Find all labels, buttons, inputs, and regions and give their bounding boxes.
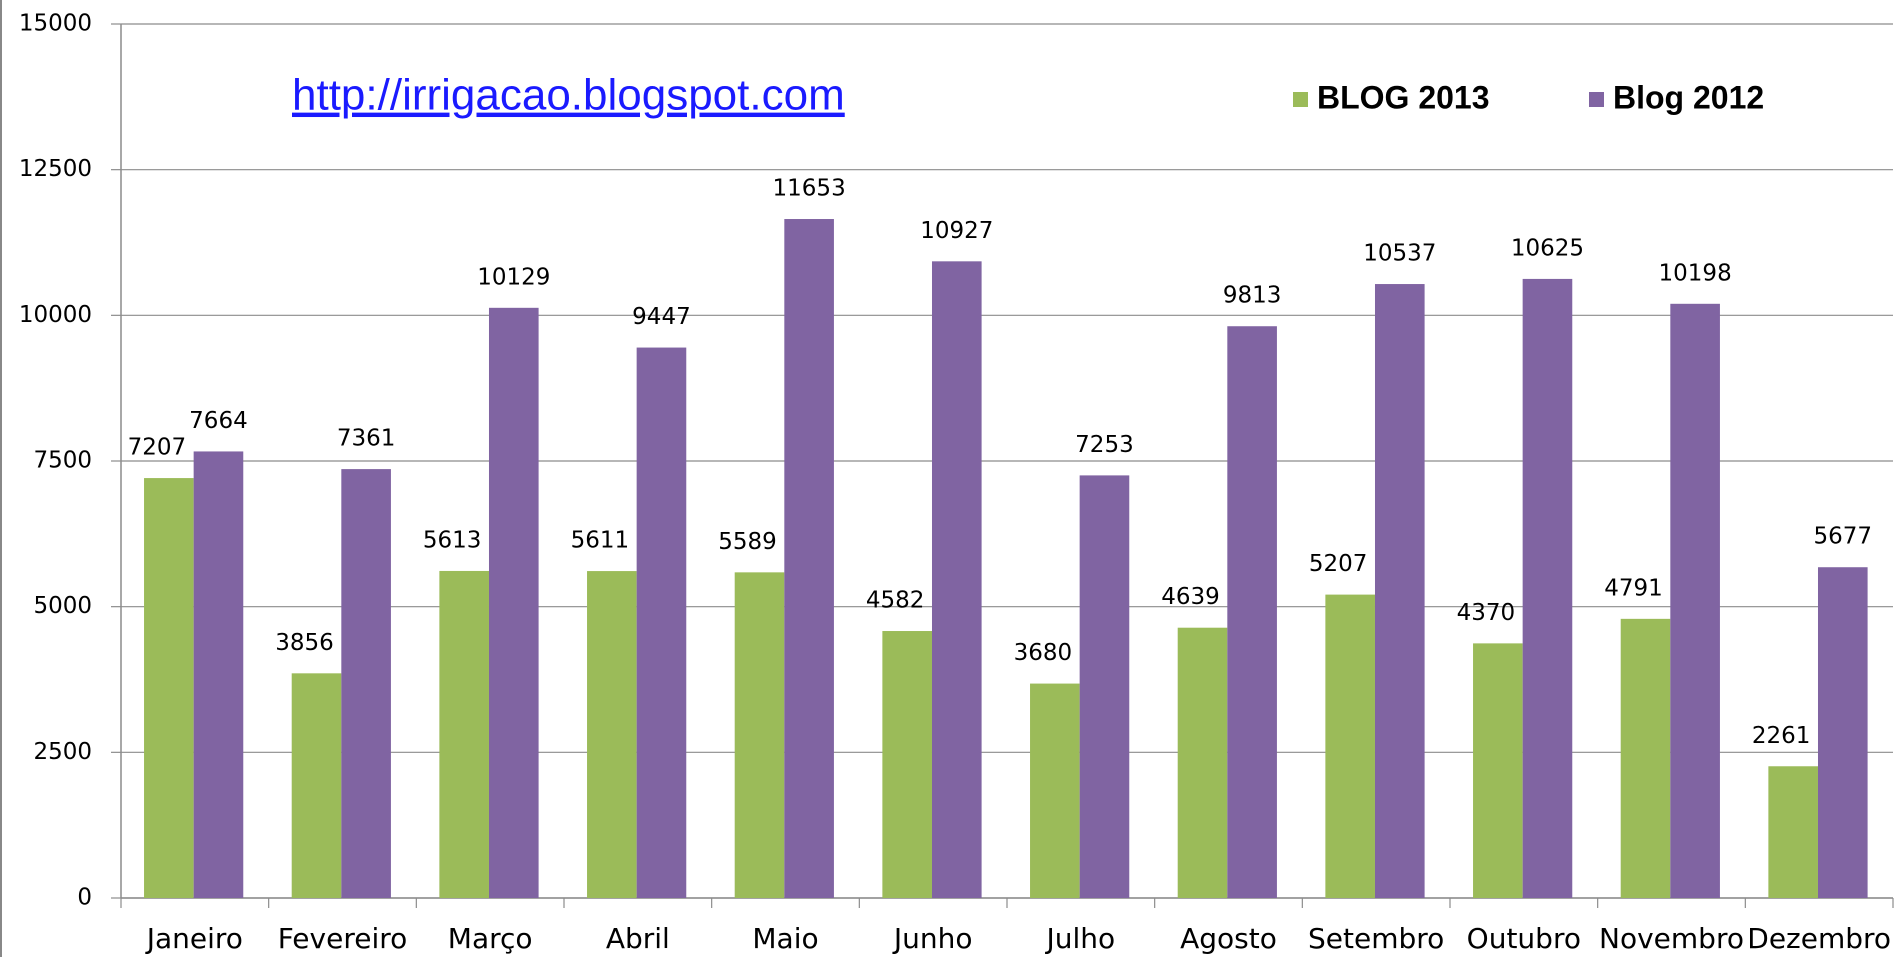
bar [1030, 683, 1080, 898]
bar [341, 469, 391, 898]
data-label: 7361 [337, 426, 396, 452]
data-label: 10537 [1363, 241, 1436, 267]
x-tick-label: Agosto [1180, 922, 1277, 955]
data-label: 4639 [1161, 584, 1220, 610]
data-label: 10198 [1659, 260, 1732, 286]
bar [734, 572, 785, 898]
x-tick-label: Novembro [1599, 922, 1744, 955]
data-label: 7253 [1075, 432, 1134, 458]
data-label: 5677 [1814, 524, 1873, 550]
annotation: http://irrigacao.blogspot.com [292, 71, 845, 120]
bar [1473, 643, 1523, 898]
y-tick-label: 15000 [19, 11, 92, 37]
bar [1522, 278, 1573, 899]
y-tick-label: 5000 [33, 593, 92, 619]
data-label: 9813 [1223, 283, 1282, 309]
x-tick-label: Julho [1044, 922, 1115, 955]
x-tick-label: Setembro [1308, 922, 1444, 955]
bar [587, 571, 637, 898]
data-label: 10625 [1511, 235, 1584, 261]
bar [1227, 326, 1277, 898]
data-label: 7664 [189, 408, 248, 434]
bar [488, 307, 539, 899]
data-label: 4791 [1604, 575, 1663, 601]
bar [1177, 627, 1228, 898]
data-label: 2261 [1752, 723, 1811, 749]
bar [193, 451, 244, 898]
y-tick-label: 10000 [19, 302, 92, 328]
bar [636, 347, 687, 898]
legend-label: Blog 2012 [1613, 79, 1764, 115]
legend-label: BLOG 2013 [1317, 79, 1490, 115]
x-tick-label: Dezembro [1747, 922, 1891, 955]
bar [144, 478, 194, 898]
x-tick-label: Abril [606, 922, 670, 955]
x-tick-label: Janeiro [145, 922, 243, 955]
data-label: 10927 [920, 218, 993, 244]
legend-swatch [1293, 92, 1308, 107]
bar [1817, 567, 1868, 898]
data-label: 5611 [571, 528, 630, 554]
bar [439, 570, 489, 898]
bar [1620, 618, 1671, 898]
bar [1768, 766, 1818, 898]
bar [1670, 303, 1720, 899]
data-label: 4582 [866, 588, 925, 614]
data-label: 3680 [1014, 640, 1073, 666]
y-tick-label: 0 [77, 885, 92, 911]
x-tick-label: Fevereiro [278, 922, 408, 955]
data-label: 10129 [477, 264, 550, 290]
bar [931, 261, 982, 898]
bar [1325, 594, 1375, 898]
data-label: 7207 [128, 435, 187, 461]
x-tick-label: Outubro [1467, 922, 1581, 955]
y-tick-label: 7500 [33, 448, 92, 474]
legend-swatch [1589, 92, 1604, 107]
x-tick-label: Maio [752, 922, 818, 955]
bar [291, 673, 342, 898]
x-tick-label: Março [448, 922, 533, 955]
data-label: 4370 [1457, 600, 1516, 626]
data-label: 11653 [773, 176, 846, 202]
y-tick-label: 2500 [33, 739, 92, 765]
x-tick-label: Junho [892, 922, 973, 955]
data-label: 5613 [423, 527, 482, 553]
data-label: 9447 [632, 304, 691, 330]
bar [1079, 475, 1130, 898]
bar [882, 631, 932, 898]
bar [1374, 284, 1425, 898]
data-label: 5207 [1309, 551, 1368, 577]
bar [784, 219, 834, 898]
y-tick-label: 12500 [19, 156, 92, 182]
data-label: 5589 [718, 529, 777, 555]
data-label: 3856 [275, 630, 334, 656]
